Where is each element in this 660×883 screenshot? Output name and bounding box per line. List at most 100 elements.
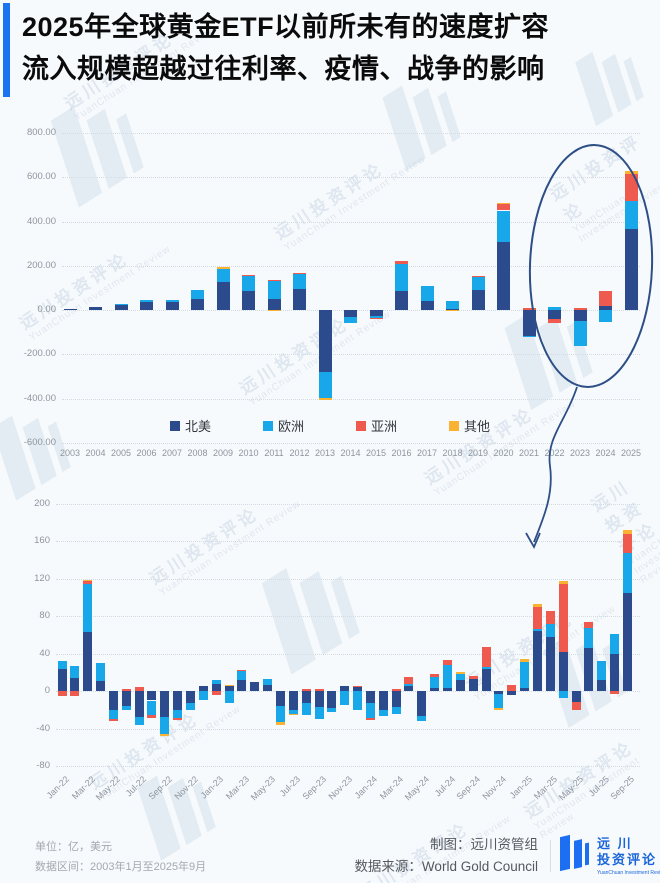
bar-segment-2015 — [369, 318, 383, 320]
bar-segment-2009 — [216, 281, 230, 311]
bar-segment-2025 — [624, 171, 638, 175]
bar-segment-2021 — [522, 310, 536, 336]
bar-segment-Nov-23 — [340, 691, 350, 706]
bar-segment-2005 — [114, 303, 128, 305]
bar-segment-Feb-23 — [224, 691, 234, 704]
bar-segment-2025 — [624, 174, 638, 201]
bar-segment-2013 — [318, 371, 332, 399]
gridline — [62, 221, 640, 223]
bar-segment-Sep-23 — [314, 689, 324, 692]
bar-segment-Aug-22 — [147, 700, 157, 715]
yuanchuan-logo: 远 川 投资评论 YuanChuan Investment Review — [560, 833, 660, 879]
bar-segment-Oct-22 — [173, 691, 183, 710]
bar-segment-Mar-24 — [391, 707, 401, 714]
bar-segment-2020 — [497, 210, 510, 242]
bar-segment-Sep-22 — [160, 734, 170, 737]
bar-segment-Jun-23 — [275, 706, 285, 723]
logo-bar-icon — [574, 839, 582, 869]
y-axis-tick: 400.00 — [26, 215, 56, 227]
legend-item: 其他 — [449, 416, 490, 435]
bar-segment-Aug-25 — [610, 634, 620, 654]
bar-segment-Sep-23 — [314, 691, 324, 708]
x-axis-tick: 2019 — [467, 448, 489, 458]
bar-segment-Aug-24 — [455, 679, 465, 692]
legend-swatch-icon — [169, 420, 180, 431]
bar-segment-2019 — [471, 276, 485, 291]
bar-segment-Mar-23 — [237, 679, 247, 692]
bar-segment-2004 — [89, 306, 102, 311]
logo-bar-icon — [560, 834, 570, 872]
bar-segment-2007 — [165, 302, 179, 311]
bar-segment-Jul-24 — [443, 660, 452, 665]
bar-segment-2009 — [216, 269, 230, 282]
bar-segment-2016 — [395, 260, 408, 265]
bar-segment-Jul-25 — [597, 661, 607, 680]
y-axis-tick: 80 — [39, 610, 50, 622]
bar-segment-2016 — [395, 264, 408, 292]
x-axis-tick: 2003 — [59, 448, 81, 458]
bar-segment-Jun-23 — [275, 722, 285, 725]
bar-segment-2020 — [497, 202, 510, 205]
gridline — [56, 728, 640, 730]
bar-segment-Feb-22 — [70, 678, 80, 692]
x-axis-tick: 2009 — [212, 448, 234, 458]
legend-label: 其他 — [464, 419, 491, 434]
bar-segment-2014 — [344, 316, 357, 323]
legend-item: 北美 — [169, 416, 211, 435]
bar-segment-2023 — [573, 310, 587, 322]
footer-left: 单位：亿，美元 数据区间：2003年1月至2025年9月 — [35, 838, 206, 878]
bar-segment-2021 — [522, 307, 536, 311]
bar-segment-Aug-23 — [301, 689, 311, 692]
monthly-flows-chart: 200 160 120 80 40 0 -40 -80 Jan-22 Mar-22 May-22 Ju… — [34, 498, 640, 802]
bar-segment-2018 — [446, 309, 459, 311]
x-axis-tick: 2013 — [314, 448, 336, 458]
bar-segment-Jun-22 — [121, 706, 131, 710]
bar-segment-Aug-25 — [610, 653, 620, 692]
bar-segment-Jul-23 — [288, 691, 298, 710]
bar-segment-May-22 — [108, 719, 118, 722]
gridline — [62, 354, 640, 356]
x-axis-tick: 2011 — [264, 448, 284, 458]
bar-segment-Apr-23 — [250, 681, 260, 692]
bar-segment-Apr-25 — [558, 580, 568, 585]
bar-segment-Sep-25 — [622, 552, 632, 593]
bar-segment-Sep-22 — [160, 691, 170, 718]
bar-segment-Dec-23 — [353, 685, 363, 688]
y-axis-tick: 40 — [39, 647, 50, 659]
title-line-1: 2025年全球黄金ETF以前所未有的速度扩容 — [22, 12, 550, 42]
bar-segment-Feb-25 — [532, 604, 542, 607]
bar-segment-2024 — [599, 310, 612, 322]
x-axis-tick: 2010 — [238, 448, 259, 458]
bar-segment-2007 — [165, 299, 179, 303]
bar-segment-Feb-23 — [224, 684, 234, 687]
bar-segment-Jan-23 — [211, 683, 221, 692]
bar-segment-Sep-23 — [314, 707, 324, 720]
bar-segment-Jul-22 — [134, 691, 144, 718]
bar-segment-Oct-22 — [173, 709, 183, 719]
bar-segment-Feb-22 — [70, 691, 80, 696]
bar-segment-2003 — [63, 309, 77, 311]
bar-segment-Mar-22 — [83, 580, 93, 584]
bar-segment-2018 — [446, 300, 459, 310]
x-axis-tick: 2015 — [365, 448, 387, 458]
credit-note: 制图：远川资管组 — [430, 837, 538, 852]
x-axis-tick: 2025 — [620, 448, 642, 458]
bar-segment-Mar-22 — [83, 579, 93, 581]
bar-segment-Dec-22 — [198, 691, 208, 701]
bar-segment-Jun-24 — [430, 674, 440, 678]
bar-segment-2025 — [624, 229, 638, 311]
bar-segment-Feb-25 — [532, 629, 542, 632]
bar-segment-May-24 — [417, 716, 427, 722]
bar-segment-2017 — [420, 301, 434, 311]
x-axis-tick: 2007 — [161, 448, 183, 458]
bar-segment-Mar-23 — [237, 671, 247, 680]
bar-segment-Sep-22 — [160, 717, 170, 735]
bar-segment-2021 — [522, 335, 536, 338]
logo-bar-icon — [585, 842, 589, 866]
bar-segment-2013 — [318, 398, 332, 400]
gridline — [62, 398, 640, 400]
bar-segment-Mar-25 — [545, 636, 555, 692]
chart-legend: 北美 欧洲 亚洲 其他 — [0, 416, 660, 435]
bar-segment-2010 — [242, 276, 255, 291]
bar-segment-2025 — [624, 200, 638, 230]
